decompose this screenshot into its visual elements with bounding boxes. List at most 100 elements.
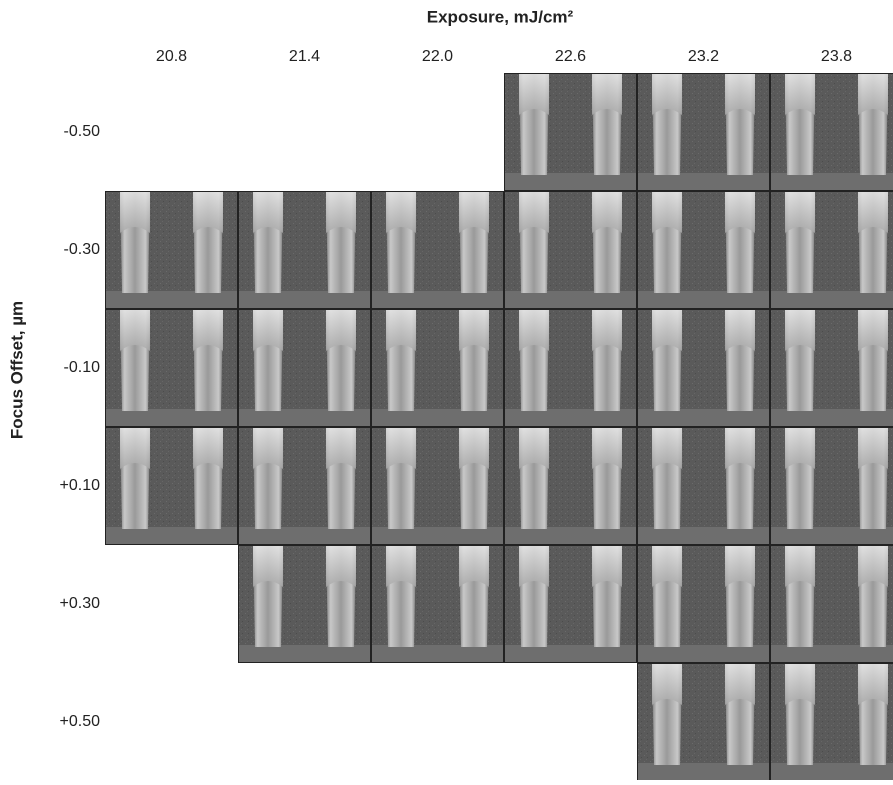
sem-image [504,73,637,191]
resist-top [592,73,622,115]
resist-top [120,309,150,351]
column-label: 20.8 [156,48,187,65]
sem-floor [105,291,238,309]
resist-top [652,427,682,469]
resist-top [725,663,755,705]
resist-top [386,309,416,351]
sem-image [770,663,893,780]
resist-top [519,191,549,233]
resist-top [519,545,549,587]
resist-top [785,427,815,469]
resist-top [785,663,815,705]
resist-top [858,663,888,705]
resist-top [652,191,682,233]
resist-top [386,191,416,233]
sem-image [238,191,371,309]
resist-top [858,545,888,587]
sem-floor [637,527,770,545]
resist-top [120,191,150,233]
resist-top [725,73,755,115]
resist-top [725,191,755,233]
sem-image [371,309,504,427]
sem-image [371,427,504,545]
resist-top [725,427,755,469]
sem-image [105,427,238,545]
sem-image [770,427,893,545]
sem-image [504,545,637,663]
sem-floor [238,645,371,663]
sem-image [637,545,770,663]
resist-top [785,73,815,115]
sem-image [105,309,238,427]
resist-top [253,427,283,469]
sem-floor [770,173,893,191]
sem-floor [637,763,770,780]
row-label: +0.30 [60,595,101,612]
resist-top [459,191,489,233]
resist-top [459,427,489,469]
resist-top [652,663,682,705]
resist-top [592,545,622,587]
row-label: +0.10 [60,477,101,494]
sem-image [637,73,770,191]
sem-floor [105,409,238,427]
resist-top [253,309,283,351]
y-axis-title: Focus Offset, µm [7,301,26,439]
sem-image [105,191,238,309]
resist-top [519,309,549,351]
sem-floor [371,527,504,545]
sem-floor [770,763,893,780]
sem-floor [105,527,238,545]
row-label: -0.30 [64,241,101,258]
row-label: -0.50 [64,123,101,140]
resist-top [858,427,888,469]
resist-top [592,427,622,469]
resist-top [652,73,682,115]
sem-image [371,545,504,663]
sem-floor [238,409,371,427]
column-label: 23.2 [688,48,719,65]
sem-floor [770,527,893,545]
sem-floor [504,409,637,427]
resist-top [725,309,755,351]
resist-top [326,427,356,469]
sem-floor [238,291,371,309]
sem-image [637,427,770,545]
resist-top [592,309,622,351]
sem-floor [504,173,637,191]
sem-image [238,427,371,545]
resist-top [785,309,815,351]
sem-image [637,309,770,427]
x-axis-title: Exposure, mJ/cm² [427,7,574,26]
resist-top [120,427,150,469]
sem-floor [637,291,770,309]
resist-top [193,309,223,351]
sem-image [371,191,504,309]
resist-top [725,545,755,587]
resist-top [193,427,223,469]
sem-image [504,427,637,545]
sem-floor [371,409,504,427]
resist-top [253,191,283,233]
sem-floor [637,645,770,663]
resist-top [519,73,549,115]
sem-image [504,309,637,427]
sem-floor [770,645,893,663]
sem-image [770,545,893,663]
resist-top [858,309,888,351]
column-label: 22.6 [555,48,586,65]
sem-floor [504,527,637,545]
column-label: 22.0 [422,48,453,65]
sem-floor [504,645,637,663]
sem-floor [770,291,893,309]
resist-top [326,309,356,351]
sem-floor [637,173,770,191]
sem-image [238,309,371,427]
sem-floor [770,409,893,427]
sem-floor [238,527,371,545]
sem-image [504,191,637,309]
resist-top [652,309,682,351]
column-label: 21.4 [289,48,320,65]
resist-top [386,545,416,587]
